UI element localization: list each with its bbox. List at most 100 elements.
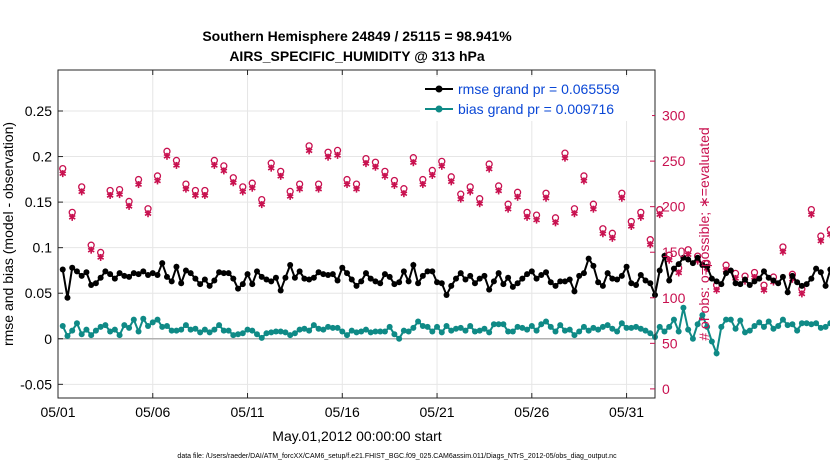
series-point-rmse (367, 275, 374, 282)
series-point-rmse (486, 286, 493, 293)
series-point-rmse (585, 255, 592, 262)
series-point-bias (765, 318, 772, 325)
series-point-rmse (628, 280, 635, 287)
series-point-rmse (415, 280, 422, 287)
legend-box (420, 77, 652, 121)
series-point-bias (495, 321, 502, 328)
legend-rmse-marker (435, 85, 443, 93)
series-point-bias (348, 327, 355, 334)
obs-evaluated-stroke (665, 257, 673, 263)
series-point-rmse (457, 270, 464, 277)
series-point-rmse (443, 292, 450, 299)
obs-evaluated-stroke (87, 247, 95, 253)
obs-evaluated-stroke (684, 252, 692, 258)
obs-evaluated-marker (533, 216, 540, 224)
series-point-rmse (561, 278, 568, 285)
obs-evaluated-stroke (514, 194, 522, 200)
series-point-bias (566, 326, 573, 333)
y-tick-label-left: 0.1 (33, 240, 53, 256)
y-axis-label-left: rmse and bias (model - observation) (0, 122, 16, 346)
series-point-bias (334, 324, 341, 331)
obs-evaluated-stroke (504, 206, 512, 212)
y-tick-label-left: 0 (44, 331, 52, 347)
series-point-bias (486, 329, 493, 336)
series-point-rmse (258, 273, 265, 280)
obs-evaluated-stroke (713, 287, 721, 293)
x-tick-label: 05/01 (40, 404, 75, 420)
series-point-bias (552, 328, 559, 335)
series-point-rmse (434, 279, 441, 286)
series-point-rmse (334, 277, 341, 284)
series-point-rmse (680, 254, 687, 261)
series-point-rmse (126, 273, 133, 280)
series-point-bias (301, 325, 308, 332)
series-point-rmse (633, 282, 640, 289)
series-point-rmse (723, 270, 730, 277)
series-point-rmse (211, 277, 218, 284)
series-point-rmse (609, 275, 616, 282)
series-point-bias (770, 325, 777, 332)
series-point-bias (760, 323, 767, 330)
obs-evaluated-stroke (239, 189, 247, 195)
series-point-rmse (187, 270, 194, 277)
series-point-rmse (173, 263, 180, 270)
series-point-rmse (580, 270, 587, 277)
series-point-rmse (448, 282, 455, 289)
series-point-rmse (737, 281, 744, 288)
series-point-rmse (533, 275, 540, 282)
obs-evaluated-marker (239, 188, 247, 196)
series-point-rmse (325, 272, 332, 278)
series-point-bias (272, 328, 279, 335)
series-point-rmse (239, 281, 246, 288)
series-point-rmse (140, 268, 147, 275)
series-point-bias (509, 328, 516, 335)
obs-evaluated-stroke (675, 270, 683, 276)
series-point-bias (637, 325, 644, 332)
series-point-rmse (704, 263, 711, 270)
series-point-rmse (216, 269, 223, 276)
chart-title-line2: AIRS_SPECIFIC_HUMIDITY @ 313 hPa (229, 48, 485, 64)
obs-evaluated-marker (324, 153, 332, 161)
series-point-rmse (685, 256, 692, 263)
series-point-bias (528, 323, 535, 330)
series-point-rmse (230, 275, 237, 282)
series-point-bias (505, 328, 512, 335)
obs-evaluated-stroke (248, 185, 256, 191)
obs-evaluated-marker (476, 200, 484, 208)
obs-evaluated-stroke (201, 193, 209, 198)
series-point-bias (135, 328, 142, 335)
series-point-bias (102, 322, 109, 329)
series-point-rmse (64, 294, 71, 301)
series-point-bias (429, 328, 436, 335)
series-point-rmse (614, 276, 621, 283)
obs-evaluated-marker (210, 161, 218, 169)
series-point-rmse (547, 279, 554, 286)
x-tick-label: 05/11 (231, 404, 265, 420)
obs-evaluated-marker (277, 172, 285, 180)
series-point-bias (576, 328, 583, 335)
obs-evaluated-stroke (485, 166, 493, 172)
obs-evaluated-marker (807, 211, 815, 219)
series-point-rmse (235, 285, 242, 292)
obs-evaluated-marker (627, 222, 635, 230)
series-point-bias (97, 323, 104, 330)
obs-evaluated-marker (637, 213, 645, 221)
obs-evaluated-stroke (173, 162, 180, 168)
legend-rmse-label: rmse grand pr = 0.065559 (458, 81, 620, 97)
series-point-rmse (784, 289, 791, 296)
series-point-bias (64, 333, 71, 340)
series-point-rmse (742, 276, 749, 283)
series-point-bias (111, 326, 118, 333)
series-point-bias (88, 332, 95, 339)
series-point-bias (694, 321, 701, 328)
obs-evaluated-marker (665, 256, 673, 264)
series-point-bias (822, 323, 829, 330)
obs-evaluated-stroke (760, 287, 768, 293)
obs-evaluated-stroke (305, 148, 313, 154)
series-point-rmse (519, 275, 526, 282)
series-point-rmse (310, 274, 317, 281)
obs-evaluated-stroke (343, 182, 351, 188)
obs-evaluated-marker (561, 154, 569, 162)
series-point-bias (481, 325, 488, 332)
series-point-rmse (528, 268, 535, 275)
